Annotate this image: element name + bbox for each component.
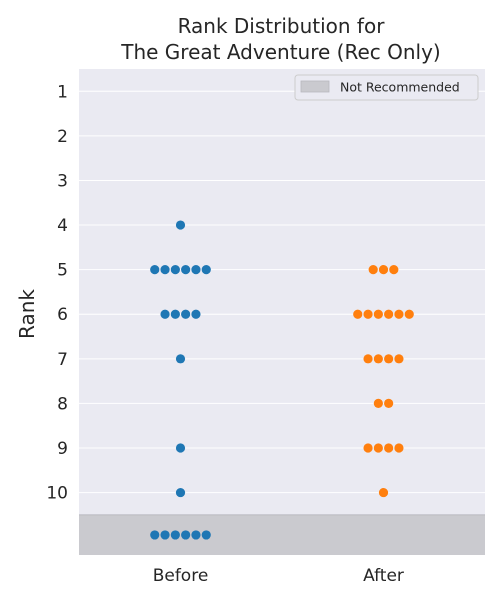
y-tick-label: 8 bbox=[57, 394, 68, 414]
data-point-after bbox=[369, 265, 378, 274]
x-tick-label: After bbox=[363, 566, 404, 586]
data-point-before bbox=[171, 310, 180, 319]
data-point-after bbox=[389, 265, 398, 274]
y-axis-label: Rank bbox=[15, 289, 39, 339]
data-point-before bbox=[191, 530, 200, 539]
y-tick-label: 10 bbox=[46, 484, 68, 504]
data-point-before bbox=[181, 265, 190, 274]
chart-title-line-2: The Great Adventure (Rec Only) bbox=[120, 40, 440, 64]
data-point-before bbox=[150, 265, 159, 274]
data-point-before bbox=[171, 530, 180, 539]
data-point-before bbox=[160, 265, 169, 274]
data-point-after bbox=[405, 310, 414, 319]
data-point-after bbox=[374, 443, 383, 452]
y-tick-label: 4 bbox=[57, 216, 68, 236]
data-point-before bbox=[176, 354, 185, 363]
y-tick-label: 3 bbox=[57, 171, 68, 191]
data-point-before bbox=[202, 530, 211, 539]
plot-background bbox=[79, 69, 485, 555]
plot-area: 1 2 3 4 5 6 7 8 9 10 Before After Not Recommended bbox=[46, 69, 485, 586]
data-point-after bbox=[374, 354, 383, 363]
data-point-before bbox=[171, 265, 180, 274]
y-tick-label: 7 bbox=[57, 350, 68, 370]
data-point-after bbox=[384, 354, 393, 363]
data-point-after bbox=[379, 265, 388, 274]
legend-label: Not Recommended bbox=[340, 80, 460, 95]
y-tick-label: 9 bbox=[57, 439, 68, 459]
data-point-after bbox=[384, 399, 393, 408]
not-recommended-band bbox=[79, 515, 485, 555]
data-point-after bbox=[384, 310, 393, 319]
data-point-before bbox=[191, 310, 200, 319]
y-tick-label: 6 bbox=[57, 305, 68, 325]
data-point-before bbox=[176, 443, 185, 452]
data-point-before bbox=[176, 488, 185, 497]
data-point-after bbox=[363, 310, 372, 319]
data-point-after bbox=[374, 310, 383, 319]
data-point-before bbox=[160, 310, 169, 319]
y-tick-label: 1 bbox=[57, 82, 68, 102]
y-tick-label: 2 bbox=[57, 127, 68, 147]
data-point-before bbox=[150, 530, 159, 539]
data-point-after bbox=[374, 399, 383, 408]
data-point-after bbox=[384, 443, 393, 452]
data-point-after bbox=[379, 488, 388, 497]
legend-swatch bbox=[301, 81, 329, 92]
data-point-before bbox=[202, 265, 211, 274]
x-tick-label: Before bbox=[153, 566, 209, 586]
data-point-before bbox=[160, 530, 169, 539]
chart-title-line-1: Rank Distribution for bbox=[178, 14, 386, 38]
data-point-after bbox=[363, 354, 372, 363]
data-point-before bbox=[191, 265, 200, 274]
data-point-before bbox=[181, 530, 190, 539]
data-point-before bbox=[181, 310, 190, 319]
y-tick-label: 5 bbox=[57, 261, 68, 281]
data-point-before bbox=[176, 220, 185, 229]
data-point-after bbox=[394, 310, 403, 319]
data-point-after bbox=[353, 310, 362, 319]
data-point-after bbox=[394, 354, 403, 363]
data-point-after bbox=[394, 443, 403, 452]
data-point-after bbox=[363, 443, 372, 452]
